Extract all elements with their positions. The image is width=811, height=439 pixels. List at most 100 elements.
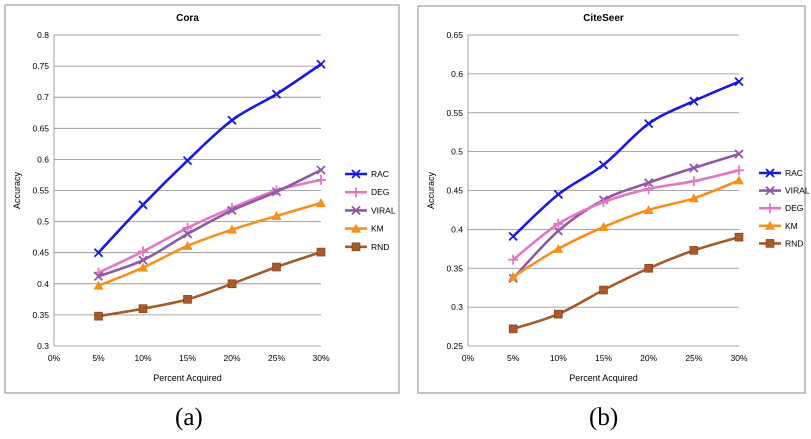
y-tick-label: 0.65: [446, 30, 463, 40]
y-tick-label: 0.75: [32, 61, 49, 71]
data-point-deg: [182, 222, 193, 233]
data-point-rnd: [644, 263, 653, 273]
data-point-km: [643, 204, 654, 214]
y-tick-label: 0.45: [446, 186, 463, 196]
y-tick-label: 0.25: [446, 341, 463, 351]
legend-label: DEG: [785, 203, 803, 213]
caption-b: (b): [589, 404, 619, 431]
y-tick-label: 0.6: [451, 69, 463, 79]
data-point-rac: [93, 248, 104, 258]
data-point-viral: [316, 165, 326, 175]
legend-label: DEG: [371, 187, 389, 197]
data-point-rnd: [227, 279, 237, 289]
legend-marker: [765, 203, 775, 214]
data-point-km: [271, 211, 282, 221]
data-point-rac: [271, 89, 282, 99]
data-point-viral: [271, 187, 282, 197]
legend-marker: [351, 205, 361, 216]
data-point-rnd: [183, 295, 192, 304]
data-point-deg: [316, 174, 326, 185]
legend-marker: [351, 242, 361, 252]
y-tick-label: 0.4: [451, 224, 463, 234]
data-point-rac: [227, 115, 237, 125]
x-tick-label: 15%: [595, 353, 612, 363]
y-tick-label: 0.35: [446, 263, 463, 273]
data-point-rac: [644, 118, 654, 129]
y-tick-label: 0.55: [446, 108, 463, 118]
data-point-km: [182, 240, 193, 250]
data-point-rac: [508, 231, 518, 242]
x-tick-label: 25%: [268, 353, 285, 363]
legend-label: RND: [785, 238, 803, 248]
x-tick-label: 5%: [507, 353, 520, 363]
data-point-rnd: [554, 309, 563, 319]
data-point-km: [598, 222, 609, 232]
y-tick-label: 0.5: [451, 147, 463, 157]
x-tick-label: 10%: [550, 353, 567, 363]
data-point-km: [316, 197, 326, 207]
legend-marker: [351, 223, 361, 233]
data-point-deg: [688, 176, 699, 187]
legend-label: RAC: [785, 168, 803, 178]
y-tick-label: 0.8: [37, 30, 49, 40]
chart-title: CiteSeer: [583, 13, 624, 24]
legend-label: KM: [785, 221, 798, 231]
legend-label: VIRAL: [785, 186, 810, 196]
y-tick-label: 0.5: [37, 217, 49, 227]
data-point-viral: [93, 271, 104, 281]
x-tick-label: 15%: [179, 353, 196, 363]
legend-marker: [351, 169, 361, 179]
data-point-deg: [508, 254, 519, 265]
series-line-km: [98, 201, 322, 287]
y-tick-label: 0.3: [451, 302, 463, 312]
data-point-rnd: [272, 262, 281, 272]
data-point-rnd: [734, 232, 744, 242]
data-point-rac: [138, 200, 148, 210]
data-point-viral: [689, 163, 699, 173]
data-point-deg: [598, 197, 609, 208]
data-point-deg: [138, 246, 148, 257]
data-point-viral: [138, 255, 148, 265]
data-point-rac: [553, 189, 563, 200]
data-point-viral: [644, 178, 654, 188]
legend-label: RAC: [371, 169, 389, 179]
y-tick-label: 0.7: [37, 92, 49, 102]
legend-marker: [765, 239, 775, 248]
data-point-rac: [734, 77, 744, 87]
x-axis-label: Percent Acquired: [153, 373, 222, 383]
caption-a: (a): [175, 404, 203, 431]
series-line-viral: [512, 152, 740, 280]
y-tick-label: 0.4: [37, 279, 49, 289]
data-point-viral: [182, 229, 193, 239]
y-tick-label: 0.55: [32, 186, 49, 196]
x-axis-label: Percent Acquired: [569, 373, 638, 383]
series-line-viral: [98, 168, 322, 278]
data-point-rac: [598, 160, 609, 170]
legend-label: RND: [371, 242, 389, 252]
legend-marker: [765, 185, 775, 196]
legend-marker: [765, 168, 775, 178]
chart-frame: [4, 4, 400, 394]
data-point-viral: [227, 205, 237, 216]
data-point-rnd: [316, 247, 326, 257]
legend-label: KM: [371, 224, 384, 234]
legend-label: VIRAL: [371, 205, 396, 215]
x-tick-label: 10%: [134, 353, 151, 363]
data-point-deg: [643, 183, 654, 194]
x-tick-label: 30%: [312, 353, 329, 363]
chart-panel-a: Cora 0.3 0.35 0.4 0.45 0.5 0.55 0.6 0.65 0.7 0.75 0…: [4, 4, 400, 394]
x-tick-label: 20%: [640, 353, 657, 363]
y-axis-label: Accuracy: [426, 171, 436, 209]
x-tick-label: 20%: [223, 353, 240, 363]
data-point-deg: [734, 165, 744, 176]
data-point-rac: [182, 156, 193, 166]
x-tick-label: 25%: [685, 353, 702, 363]
x-tick-label: 0%: [48, 353, 61, 363]
data-point-viral: [553, 226, 563, 236]
y-tick-label: 0.65: [32, 123, 49, 133]
data-point-rnd: [508, 324, 518, 334]
data-point-rnd: [689, 246, 699, 255]
data-point-km: [138, 262, 148, 272]
y-tick-label: 0.6: [37, 154, 49, 164]
